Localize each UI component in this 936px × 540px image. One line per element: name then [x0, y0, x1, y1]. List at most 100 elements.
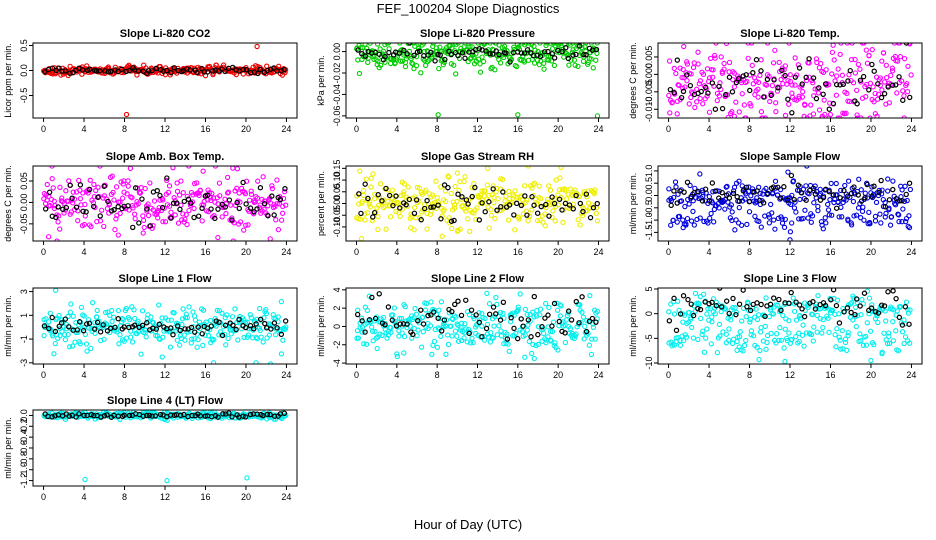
data-point — [831, 57, 837, 63]
data-point — [364, 307, 371, 314]
data-point — [225, 189, 232, 195]
data-point — [147, 180, 153, 186]
black-point — [152, 413, 159, 419]
data-point — [834, 297, 841, 303]
data-point — [77, 196, 84, 202]
black-point — [195, 213, 202, 219]
data-point — [571, 57, 578, 63]
y-tick-label: -0.02 — [332, 63, 342, 84]
outlier-point — [787, 237, 793, 241]
data-point — [117, 210, 123, 217]
black-point — [362, 181, 368, 187]
black-point — [125, 203, 131, 209]
data-point — [546, 57, 552, 63]
x-tick-label: 8 — [435, 124, 440, 134]
data-point — [93, 314, 100, 320]
data-point — [457, 226, 463, 232]
data-point — [281, 325, 288, 332]
data-point — [542, 223, 548, 229]
data-point — [269, 183, 275, 189]
black-point — [757, 197, 763, 204]
black-point — [820, 91, 826, 97]
data-point — [168, 317, 175, 323]
black-point — [271, 212, 277, 218]
data-point — [95, 184, 101, 190]
data-point — [851, 213, 857, 219]
data-point — [529, 207, 535, 213]
data-point — [803, 183, 809, 189]
data-point — [792, 82, 798, 88]
data-point — [721, 60, 727, 67]
black-point — [371, 209, 378, 216]
data-point — [397, 213, 403, 219]
black-point — [878, 302, 885, 308]
data-point — [725, 114, 731, 118]
black-point — [87, 66, 93, 72]
data-point — [70, 189, 76, 195]
y-tick-label: -3 — [19, 359, 29, 367]
data-point — [110, 189, 116, 196]
data-point — [803, 77, 810, 84]
black-point — [871, 183, 877, 189]
data-point — [683, 334, 690, 340]
data-point — [755, 86, 761, 92]
black-point — [435, 202, 441, 208]
data-point — [835, 199, 841, 206]
data-point — [70, 313, 76, 319]
data-point — [845, 332, 851, 339]
x-tick-label: 4 — [707, 247, 712, 257]
data-point — [554, 307, 561, 313]
black-point — [437, 52, 443, 58]
black-point — [549, 323, 555, 329]
data-point — [515, 304, 521, 310]
black-point — [709, 180, 716, 186]
data-point — [677, 337, 683, 344]
black-point — [265, 213, 271, 219]
x-tick-label: 0 — [666, 247, 671, 257]
outlier-point — [515, 112, 521, 118]
data-point — [543, 340, 549, 346]
data-point — [722, 306, 729, 312]
data-point — [790, 295, 796, 301]
black-point — [503, 50, 509, 56]
black-point — [878, 94, 885, 101]
black-point — [798, 189, 804, 196]
data-point — [866, 209, 872, 216]
black-point — [840, 81, 847, 87]
data-point — [838, 346, 844, 352]
data-point — [411, 227, 417, 233]
data-point — [756, 218, 762, 225]
black-point — [556, 196, 563, 202]
data-point — [674, 111, 680, 117]
black-point — [551, 300, 558, 307]
data-point — [789, 90, 795, 96]
data-point — [172, 212, 178, 218]
black-point — [455, 298, 461, 304]
black-point — [41, 323, 48, 329]
data-point — [758, 109, 765, 115]
black-point — [810, 185, 817, 192]
data-point — [726, 326, 732, 332]
data-point — [704, 311, 710, 317]
black-point — [415, 318, 421, 324]
data-point — [516, 216, 522, 222]
data-point — [899, 329, 906, 335]
black-point — [281, 410, 288, 417]
data-point — [801, 343, 807, 349]
x-tick-label: 0 — [41, 124, 46, 134]
data-point — [423, 187, 429, 193]
data-point — [867, 328, 874, 334]
data-point — [479, 188, 485, 194]
data-point — [814, 312, 820, 319]
data-point — [452, 328, 459, 334]
data-point — [242, 191, 249, 197]
data-point — [101, 336, 107, 342]
data-point — [688, 94, 694, 101]
data-point — [716, 93, 723, 99]
data-point — [560, 219, 566, 226]
data-point — [872, 90, 878, 97]
black-point — [104, 328, 111, 334]
data-point — [434, 48, 440, 55]
data-point — [718, 54, 724, 60]
black-point — [782, 72, 788, 79]
